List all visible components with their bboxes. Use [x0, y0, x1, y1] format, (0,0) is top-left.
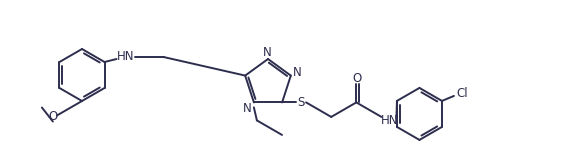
- Text: N: N: [292, 66, 301, 79]
- Text: S: S: [297, 96, 305, 109]
- Text: O: O: [353, 72, 362, 85]
- Text: HN: HN: [381, 114, 398, 127]
- Text: Cl: Cl: [456, 87, 468, 100]
- Text: N: N: [243, 102, 251, 115]
- Text: N: N: [263, 46, 271, 59]
- Text: O: O: [48, 110, 58, 123]
- Text: HN: HN: [117, 50, 134, 63]
